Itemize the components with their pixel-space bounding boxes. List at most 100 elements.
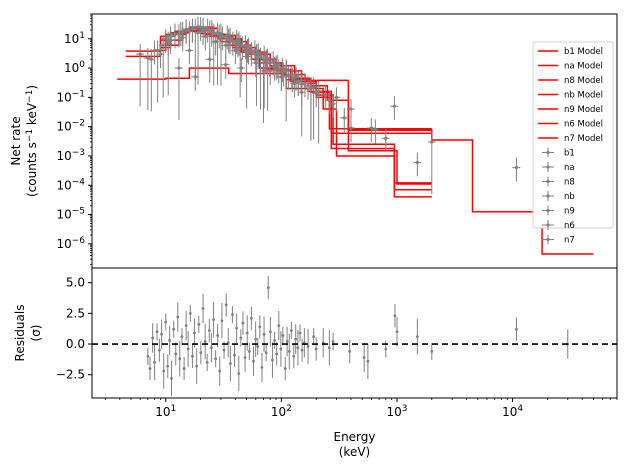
residual-marker (166, 364, 170, 368)
residual-point (279, 331, 283, 367)
residual-point (151, 323, 155, 353)
residual-marker (214, 357, 218, 361)
model-line (125, 30, 432, 185)
data-point (287, 64, 296, 89)
residual-point (256, 337, 260, 356)
legend-entry: n6 (542, 220, 575, 231)
residual-y-tick-label: 5.0 (66, 276, 85, 290)
data-point (181, 19, 191, 44)
residual-marker (212, 318, 215, 321)
marker (373, 127, 377, 132)
marker (285, 69, 289, 73)
legend-label: n6 (564, 221, 575, 231)
residual-marker (148, 367, 152, 370)
residual-point (199, 340, 203, 365)
data-point (153, 40, 162, 103)
residual-point (166, 354, 170, 378)
legend-swatch (546, 179, 550, 184)
residual-marker (216, 334, 220, 337)
data-point (291, 66, 300, 91)
marker (177, 66, 181, 70)
data-point (166, 26, 175, 51)
marker (266, 57, 270, 61)
residual-marker (209, 346, 213, 350)
data-point (191, 66, 200, 91)
residual-point (164, 313, 168, 331)
residual-marker (184, 324, 188, 328)
data-point (259, 60, 268, 123)
legend-label: n8 Model (564, 76, 603, 86)
data-point (188, 18, 197, 43)
residual-marker (222, 348, 226, 352)
marker (279, 75, 283, 79)
legend-entry: nb (542, 191, 575, 202)
data-point (390, 96, 399, 121)
residual-point (228, 345, 232, 382)
data-point (340, 107, 349, 132)
legend-entry: na (542, 162, 575, 173)
legend-entry: n6 Model (538, 120, 603, 130)
marker (312, 85, 316, 89)
y-tick-label: 10−6 (56, 236, 85, 251)
residual-marker (153, 361, 156, 364)
residual-marker (170, 376, 173, 380)
marker (267, 61, 272, 65)
marker (235, 38, 239, 42)
y-tick-label: 10−1 (56, 89, 85, 104)
legend-swatch (546, 165, 550, 169)
marker (187, 29, 191, 33)
residual-point (243, 342, 247, 373)
residual-point (235, 313, 239, 343)
residual-marker (515, 327, 518, 331)
marker (392, 104, 397, 108)
data-point (135, 44, 145, 107)
marker (203, 34, 207, 39)
x-tick-label: 104 (502, 404, 523, 419)
marker (168, 34, 173, 39)
residual-marker (146, 354, 150, 358)
data-point (367, 117, 376, 142)
legend-entry: b1 Model (538, 47, 603, 57)
data-point (346, 98, 355, 123)
marker (369, 126, 373, 130)
residual-point (174, 342, 178, 366)
marker (294, 75, 298, 79)
residual-marker (275, 352, 279, 356)
marker (296, 80, 300, 84)
residual-marker (162, 369, 166, 373)
residual-point (277, 310, 281, 341)
residual-point (271, 342, 274, 378)
marker (253, 48, 257, 53)
data-point (273, 54, 282, 79)
residual-marker (415, 335, 419, 339)
residual-point (415, 318, 419, 355)
residual-marker (245, 331, 249, 335)
marker (331, 102, 335, 106)
residual-marker (348, 349, 352, 353)
residual-point (275, 342, 279, 366)
residual-point (237, 355, 241, 392)
legend: b1 Model na Model n8 Model nb Model n9 Model… (532, 41, 614, 246)
y-axis-title: Net rate (9, 116, 23, 165)
data-point (174, 58, 183, 121)
residual-marker (151, 336, 155, 340)
residual-point (155, 323, 159, 341)
x-tick-label: 103 (386, 404, 407, 419)
marker (246, 45, 251, 50)
residual-point (262, 316, 266, 353)
residual-marker (294, 337, 298, 341)
residual-marker (195, 364, 199, 368)
residual-point (239, 329, 243, 347)
residual-marker (285, 340, 289, 343)
marker (314, 91, 318, 95)
data-point (309, 77, 318, 140)
residual-marker (218, 369, 222, 373)
residual-marker (233, 353, 236, 357)
data-point (427, 131, 436, 195)
residual-point (162, 353, 166, 389)
data-point (325, 90, 334, 115)
residual-point (249, 306, 253, 330)
legend-swatch (546, 150, 550, 155)
legend-label: na Model (564, 62, 603, 72)
legend-entry: b1 (542, 147, 575, 159)
